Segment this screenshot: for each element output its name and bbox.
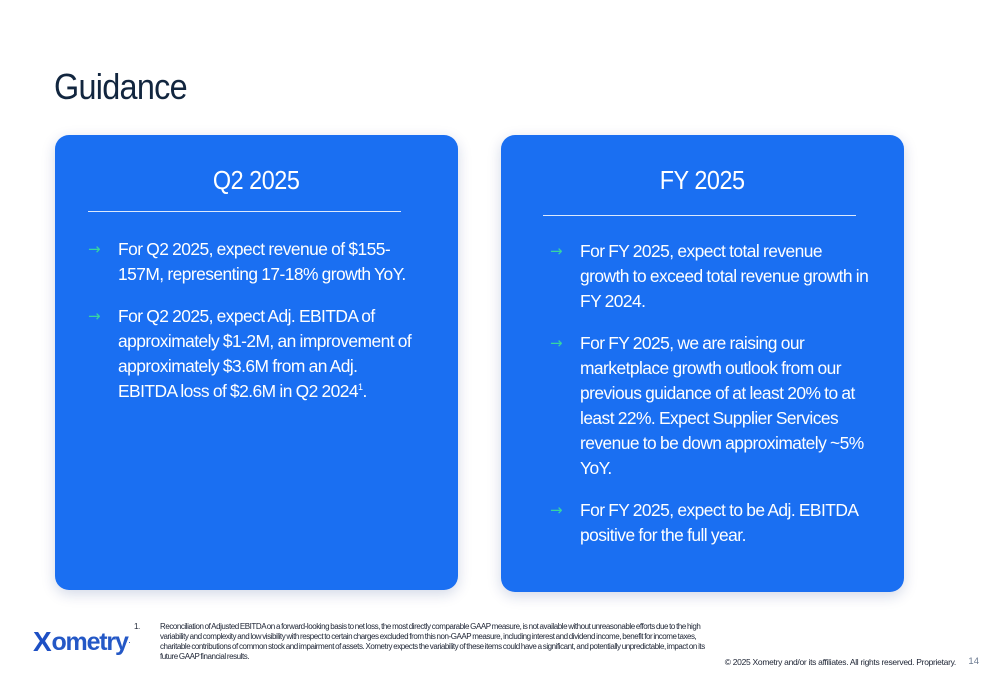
- bullet-suffix: .: [362, 381, 367, 401]
- bullet-list: → For FY 2025, expect total revenue grow…: [550, 239, 870, 565]
- bullet-text: For Q2 2025, expect Adj. EBITDA of appro…: [118, 306, 412, 401]
- fy-guidance-card: FY 2025 → For FY 2025, expect total reve…: [501, 135, 904, 592]
- page-title: Guidance: [54, 66, 188, 107]
- footnote-number: 1.: [134, 622, 140, 631]
- footnote: 1. Reconciliation of Adjusted EBITDA on …: [134, 622, 714, 662]
- list-item: → For FY 2025, expect total revenue grow…: [550, 239, 870, 314]
- divider: [88, 211, 401, 212]
- xometry-logo: X ometry .: [33, 626, 130, 658]
- bullet-text: For FY 2025, we are raising our marketpl…: [580, 333, 864, 478]
- bullet-text: For Q2 2025, expect revenue of $155-157M…: [118, 239, 406, 284]
- list-item: → For FY 2025, expect to be Adj. EBITDA …: [550, 498, 870, 548]
- arrow-right-icon: →: [88, 240, 101, 258]
- arrow-right-icon: →: [550, 334, 563, 352]
- q2-guidance-card: Q2 2025 → For Q2 2025, expect revenue of…: [55, 135, 458, 590]
- bullet-list: → For Q2 2025, expect revenue of $155-15…: [88, 237, 418, 421]
- logo-wordmark: ometry: [51, 627, 128, 656]
- card-title-text: Q2 2025: [213, 165, 300, 195]
- bullet-text: For FY 2025, expect total revenue growth…: [580, 241, 869, 311]
- footnote-marker: 1: [357, 382, 363, 393]
- arrow-right-icon: →: [88, 307, 101, 325]
- logo-mark: X: [33, 626, 52, 657]
- card-title-text: FY 2025: [660, 165, 745, 195]
- list-item: → For Q2 2025, expect revenue of $155-15…: [88, 237, 418, 287]
- bullet-text: For FY 2025, expect to be Adj. EBITDA po…: [580, 500, 858, 545]
- arrow-right-icon: →: [550, 242, 563, 260]
- arrow-right-icon: →: [550, 501, 563, 519]
- card-title: Q2 2025: [55, 165, 458, 196]
- page-number: 14: [968, 656, 979, 667]
- list-item: → For Q2 2025, expect Adj. EBITDA of app…: [88, 304, 418, 404]
- copyright-notice: © 2025 Xometry and/or its affiliates. Al…: [724, 657, 957, 667]
- list-item: → For FY 2025, we are raising our market…: [550, 331, 870, 481]
- divider: [543, 215, 856, 216]
- footnote-text: Reconciliation of Adjusted EBITDA on a f…: [160, 622, 705, 661]
- card-title: FY 2025: [501, 165, 904, 196]
